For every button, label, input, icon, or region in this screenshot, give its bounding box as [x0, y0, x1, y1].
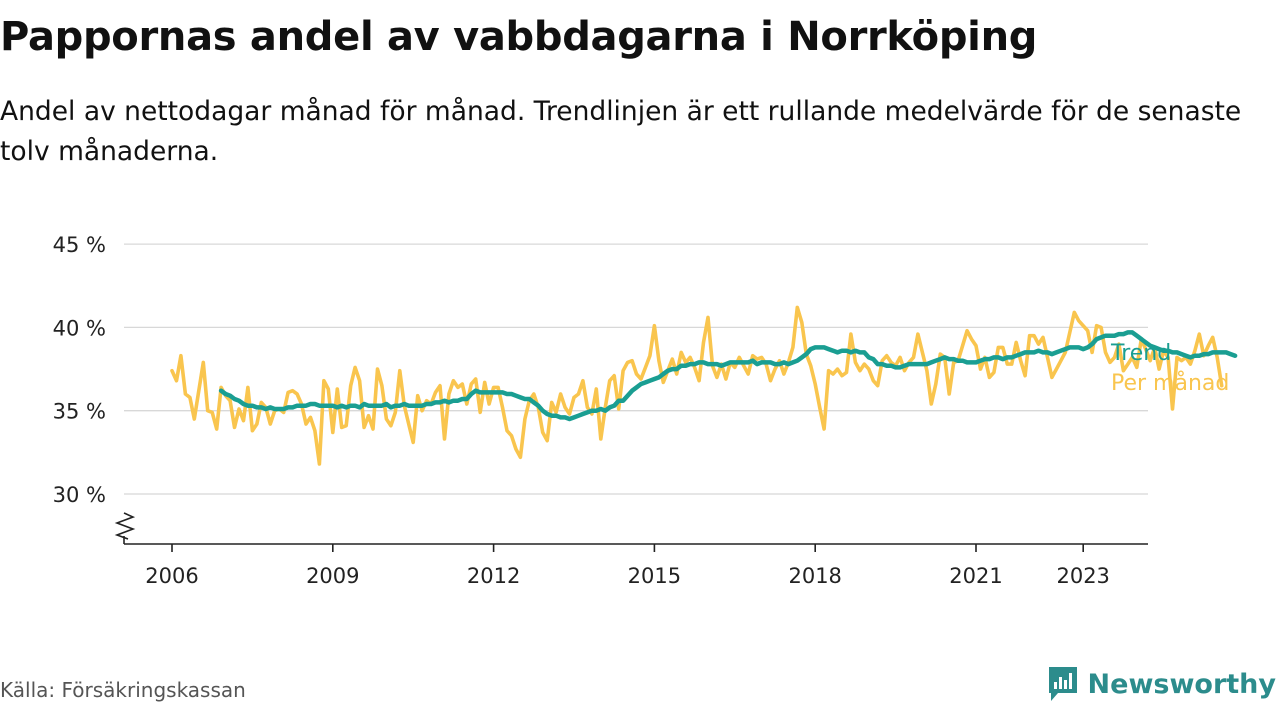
- chart-subtitle: Andel av nettodagar månad för månad. Tre…: [0, 96, 1242, 167]
- series-label-per-manad: Per månad: [1111, 370, 1229, 396]
- source-note: Källa: Försäkringskassan: [0, 678, 246, 702]
- x-tick-label: 2015: [628, 564, 681, 588]
- newsworthy-logo-icon: [1048, 667, 1077, 701]
- brand-name: Newsworthy: [1087, 668, 1276, 700]
- x-tick-label: 2006: [145, 564, 198, 588]
- series-line-trend: [218, 330, 1238, 422]
- x-tick-label: 2009: [306, 564, 359, 588]
- y-tick-label: 35 %: [53, 400, 106, 424]
- y-tick-label: 30 %: [53, 483, 106, 507]
- x-tick-label: 2012: [467, 564, 520, 588]
- series-line-per-manad: [170, 305, 1224, 466]
- axis-break-icon: [114, 512, 136, 540]
- y-tick-label: 40 %: [53, 316, 106, 340]
- x-tick-label: 2018: [788, 564, 841, 588]
- y-tick-label: 45 %: [53, 233, 106, 257]
- x-tick-label: 2021: [949, 564, 1002, 588]
- brand-logo: Newsworthy: [1046, 664, 1276, 704]
- series-label-trend: Trend: [1110, 341, 1171, 366]
- x-tick-label: 2023: [1056, 564, 1109, 588]
- chart-title: Pappornas andel av vabbdagarna i Norrköp…: [0, 14, 1038, 60]
